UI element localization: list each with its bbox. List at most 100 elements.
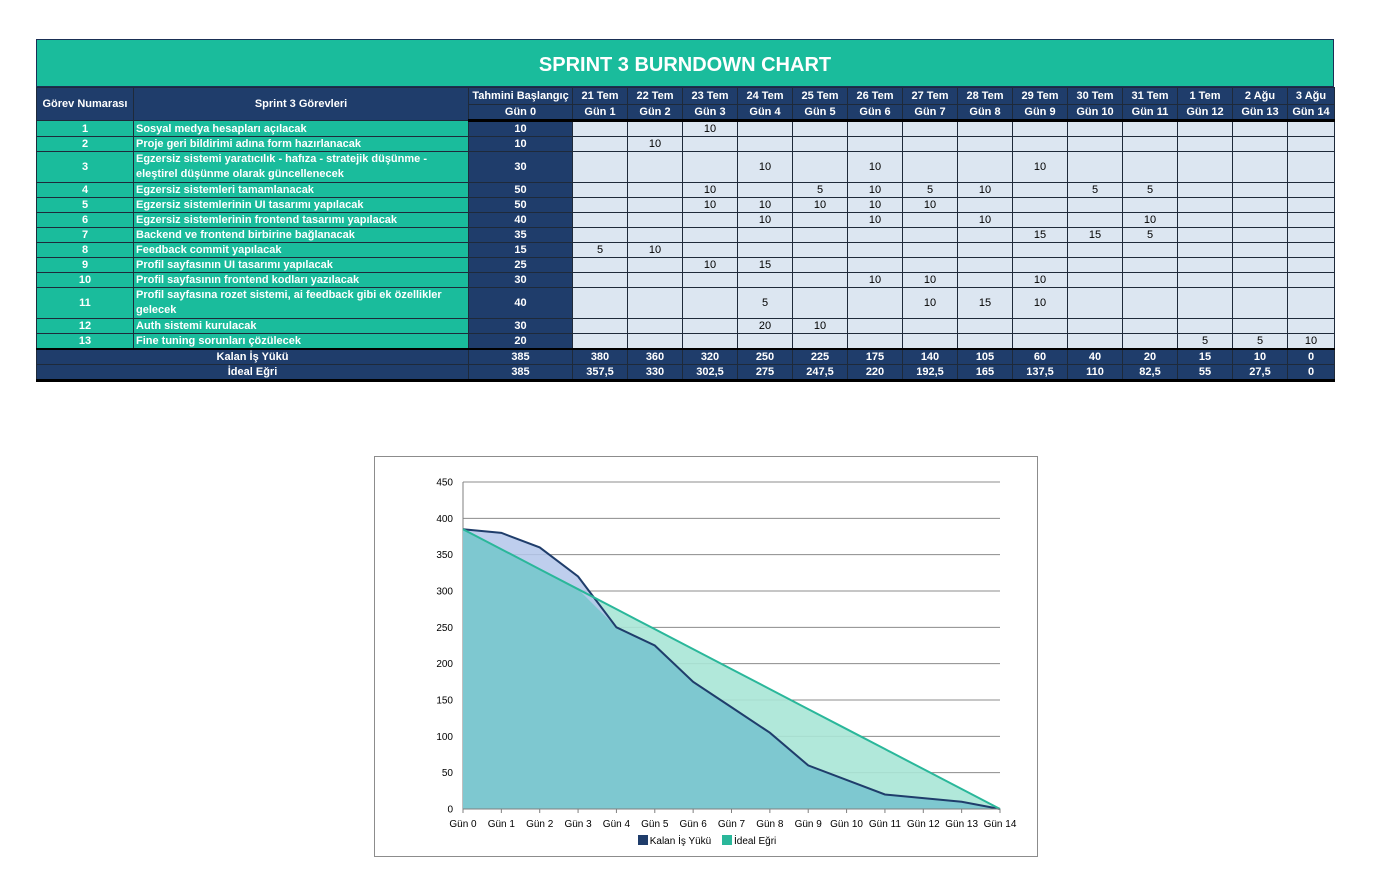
task-cell — [1067, 257, 1123, 273]
task-cell — [737, 182, 793, 198]
task-cell — [1122, 287, 1178, 319]
task-cell: 10 — [957, 182, 1013, 198]
task-cell — [572, 212, 628, 228]
task-cell — [1232, 272, 1288, 288]
header-day: Gün 4 — [737, 104, 793, 122]
header-task-no: Görev Numarası — [36, 87, 134, 121]
table-row: 8 Feedback commit yapılacak 15 5 10 — [36, 242, 1335, 258]
x-tick-label: Gün 14 — [984, 819, 1017, 830]
task-cell — [1122, 120, 1178, 137]
task-cell: 10 — [847, 151, 903, 183]
task-name: Profil sayfasının frontend kodları yazıl… — [133, 272, 469, 288]
task-cell — [1287, 227, 1335, 243]
task-cell — [682, 151, 738, 183]
task-cell: 5 — [1177, 333, 1233, 350]
table-row: 11 Profil sayfasına rozet sistemi, ai fee… — [36, 287, 1335, 319]
summary-value-remaining: 105 — [957, 348, 1013, 365]
task-cell — [1012, 197, 1068, 213]
line-remaining — [462, 528, 1001, 810]
summary-value-ideal: 82,5 — [1122, 364, 1178, 382]
y-tick-label: 200 — [436, 659, 453, 670]
task-cell — [957, 272, 1013, 288]
burndown-chart: 0 50 100 150 200 250 300 350 400 450 Gün 0 Gün 1 Gün… — [374, 456, 1038, 857]
task-cell: 10 — [847, 197, 903, 213]
header-date: 24 Tem — [737, 87, 793, 105]
task-cell — [1177, 227, 1233, 243]
y-tick-label: 150 — [436, 696, 453, 707]
summary-value-remaining: 320 — [682, 348, 738, 365]
task-cell — [1232, 197, 1288, 213]
task-name: Profil sayfasının UI tasarımı yapılacak — [133, 257, 469, 273]
task-estimate: 30 — [468, 151, 573, 183]
task-cell — [792, 287, 848, 319]
task-cell: 5 — [737, 287, 793, 319]
task-cell — [682, 212, 738, 228]
legend-item-ideal: İdeal Eğri — [722, 835, 776, 847]
task-cell: 15 — [1012, 227, 1068, 243]
task-cell — [1177, 287, 1233, 319]
task-cell — [627, 212, 683, 228]
task-cell — [1177, 272, 1233, 288]
task-cell — [572, 272, 628, 288]
task-cell — [737, 333, 793, 350]
task-cell — [792, 272, 848, 288]
task-cell — [627, 318, 683, 334]
task-cell — [1067, 272, 1123, 288]
x-tick-label: Gün 9 — [795, 819, 823, 830]
task-cell — [572, 182, 628, 198]
task-cell — [627, 151, 683, 183]
header-day: Gün 3 — [682, 104, 738, 122]
header-date: 22 Tem — [627, 87, 683, 105]
task-cell — [682, 227, 738, 243]
x-tick-label: Gün 13 — [945, 819, 978, 830]
x-tick-label: Gün 12 — [907, 819, 940, 830]
summary-label-ideal: İdeal Eğri — [36, 364, 469, 382]
y-tick-label: 100 — [436, 732, 453, 743]
header-day: Gün 10 — [1067, 104, 1123, 122]
task-name: Fine tuning sorunları çözülecek — [133, 333, 469, 350]
task-cell — [957, 136, 1013, 152]
summary-value-ideal: 137,5 — [1012, 364, 1068, 382]
task-cell — [1067, 197, 1123, 213]
task-cell — [1177, 136, 1233, 152]
task-number: 1 — [36, 120, 134, 137]
summary-value-remaining: 15 — [1177, 348, 1233, 365]
task-cell — [1012, 242, 1068, 258]
task-cell — [1122, 318, 1178, 334]
y-tick-label: 400 — [436, 514, 453, 525]
task-cell — [1232, 287, 1288, 319]
y-tick-label: 450 — [436, 478, 453, 489]
x-tick-label: Gün 1 — [488, 819, 516, 830]
legend-swatch-remaining — [637, 835, 648, 845]
task-estimate: 35 — [468, 227, 573, 243]
task-estimate: 25 — [468, 257, 573, 273]
task-cell: 10 — [627, 242, 683, 258]
task-cell — [792, 227, 848, 243]
summary-value-ideal: 385 — [468, 364, 573, 382]
y-tick-label: 300 — [436, 587, 453, 598]
header-tasks: Sprint 3 Görevleri — [133, 87, 469, 121]
table-row: 7 Backend ve frontend birbirine bağlanaca… — [36, 227, 1335, 243]
task-cell: 10 — [902, 287, 958, 319]
task-cell — [1122, 197, 1178, 213]
x-tick-label: Gün 7 — [718, 819, 746, 830]
task-cell — [957, 318, 1013, 334]
task-cell — [957, 227, 1013, 243]
header-row: Gün 0 Gün 1 Gün 2 Gün 3 Gün 4 Gün 5 Gün 6 Gün 7… — [37, 104, 1335, 122]
task-cell: 10 — [1012, 151, 1068, 183]
task-estimate: 40 — [468, 212, 573, 228]
summary-row-remaining: Kalan İş Yükü 385 380 360 320 250 225 175 140 105… — [36, 348, 1335, 365]
header-date: 31 Tem — [1122, 87, 1178, 105]
task-cell — [1177, 257, 1233, 273]
x-tick-label: Gün 11 — [869, 819, 901, 830]
table-row: 12 Auth sistemi kurulacak 30 20 10 — [36, 318, 1335, 334]
task-cell: 10 — [847, 272, 903, 288]
task-cell — [682, 242, 738, 258]
x-tick-label: Gün 3 — [564, 819, 592, 830]
task-cell: 10 — [737, 151, 793, 183]
task-cell — [572, 197, 628, 213]
task-cell — [1287, 197, 1335, 213]
task-cell — [1177, 242, 1233, 258]
task-cell — [792, 120, 848, 137]
task-cell — [1012, 318, 1068, 334]
